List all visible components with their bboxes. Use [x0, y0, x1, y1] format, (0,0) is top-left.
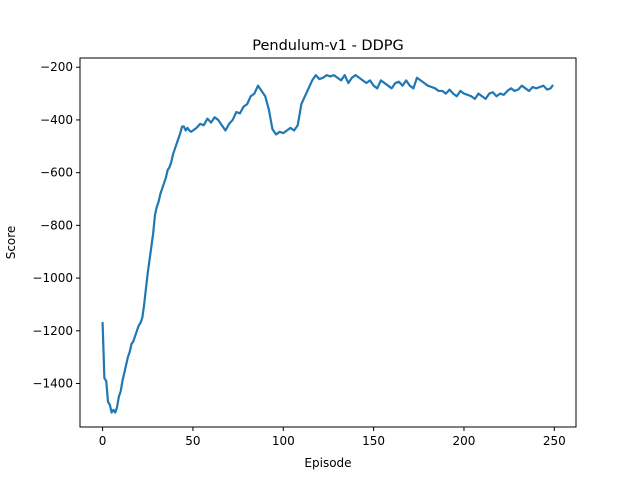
- y-tick-label: −400: [40, 113, 73, 127]
- x-tick-label: 100: [272, 434, 295, 448]
- x-tick-label: 0: [99, 434, 107, 448]
- y-tick-label: −800: [40, 218, 73, 232]
- plot-area: [101, 74, 554, 414]
- chart-title: Pendulum-v1 - DDPG: [252, 38, 404, 54]
- x-tick-label: 50: [185, 434, 200, 448]
- x-tick-label: 250: [543, 434, 566, 448]
- y-tick-label: −1200: [32, 324, 73, 338]
- x-tick-label: 200: [453, 434, 476, 448]
- axes-frame: [79, 57, 577, 428]
- y-axis-label: Score: [4, 226, 18, 260]
- y-tick-label: −200: [40, 60, 73, 74]
- y-axis: −200 −400 −600 −800 −1000 −1200 −1400: [32, 60, 80, 391]
- y-tick-label: −1000: [32, 271, 73, 285]
- x-axis-label: Episode: [304, 456, 351, 470]
- x-axis: 0 50 100 150 200 250: [99, 427, 566, 448]
- series-line: [101, 74, 554, 414]
- x-tick-label: 150: [362, 434, 385, 448]
- y-tick-label: −600: [40, 166, 73, 180]
- y-tick-label: −1400: [32, 377, 73, 391]
